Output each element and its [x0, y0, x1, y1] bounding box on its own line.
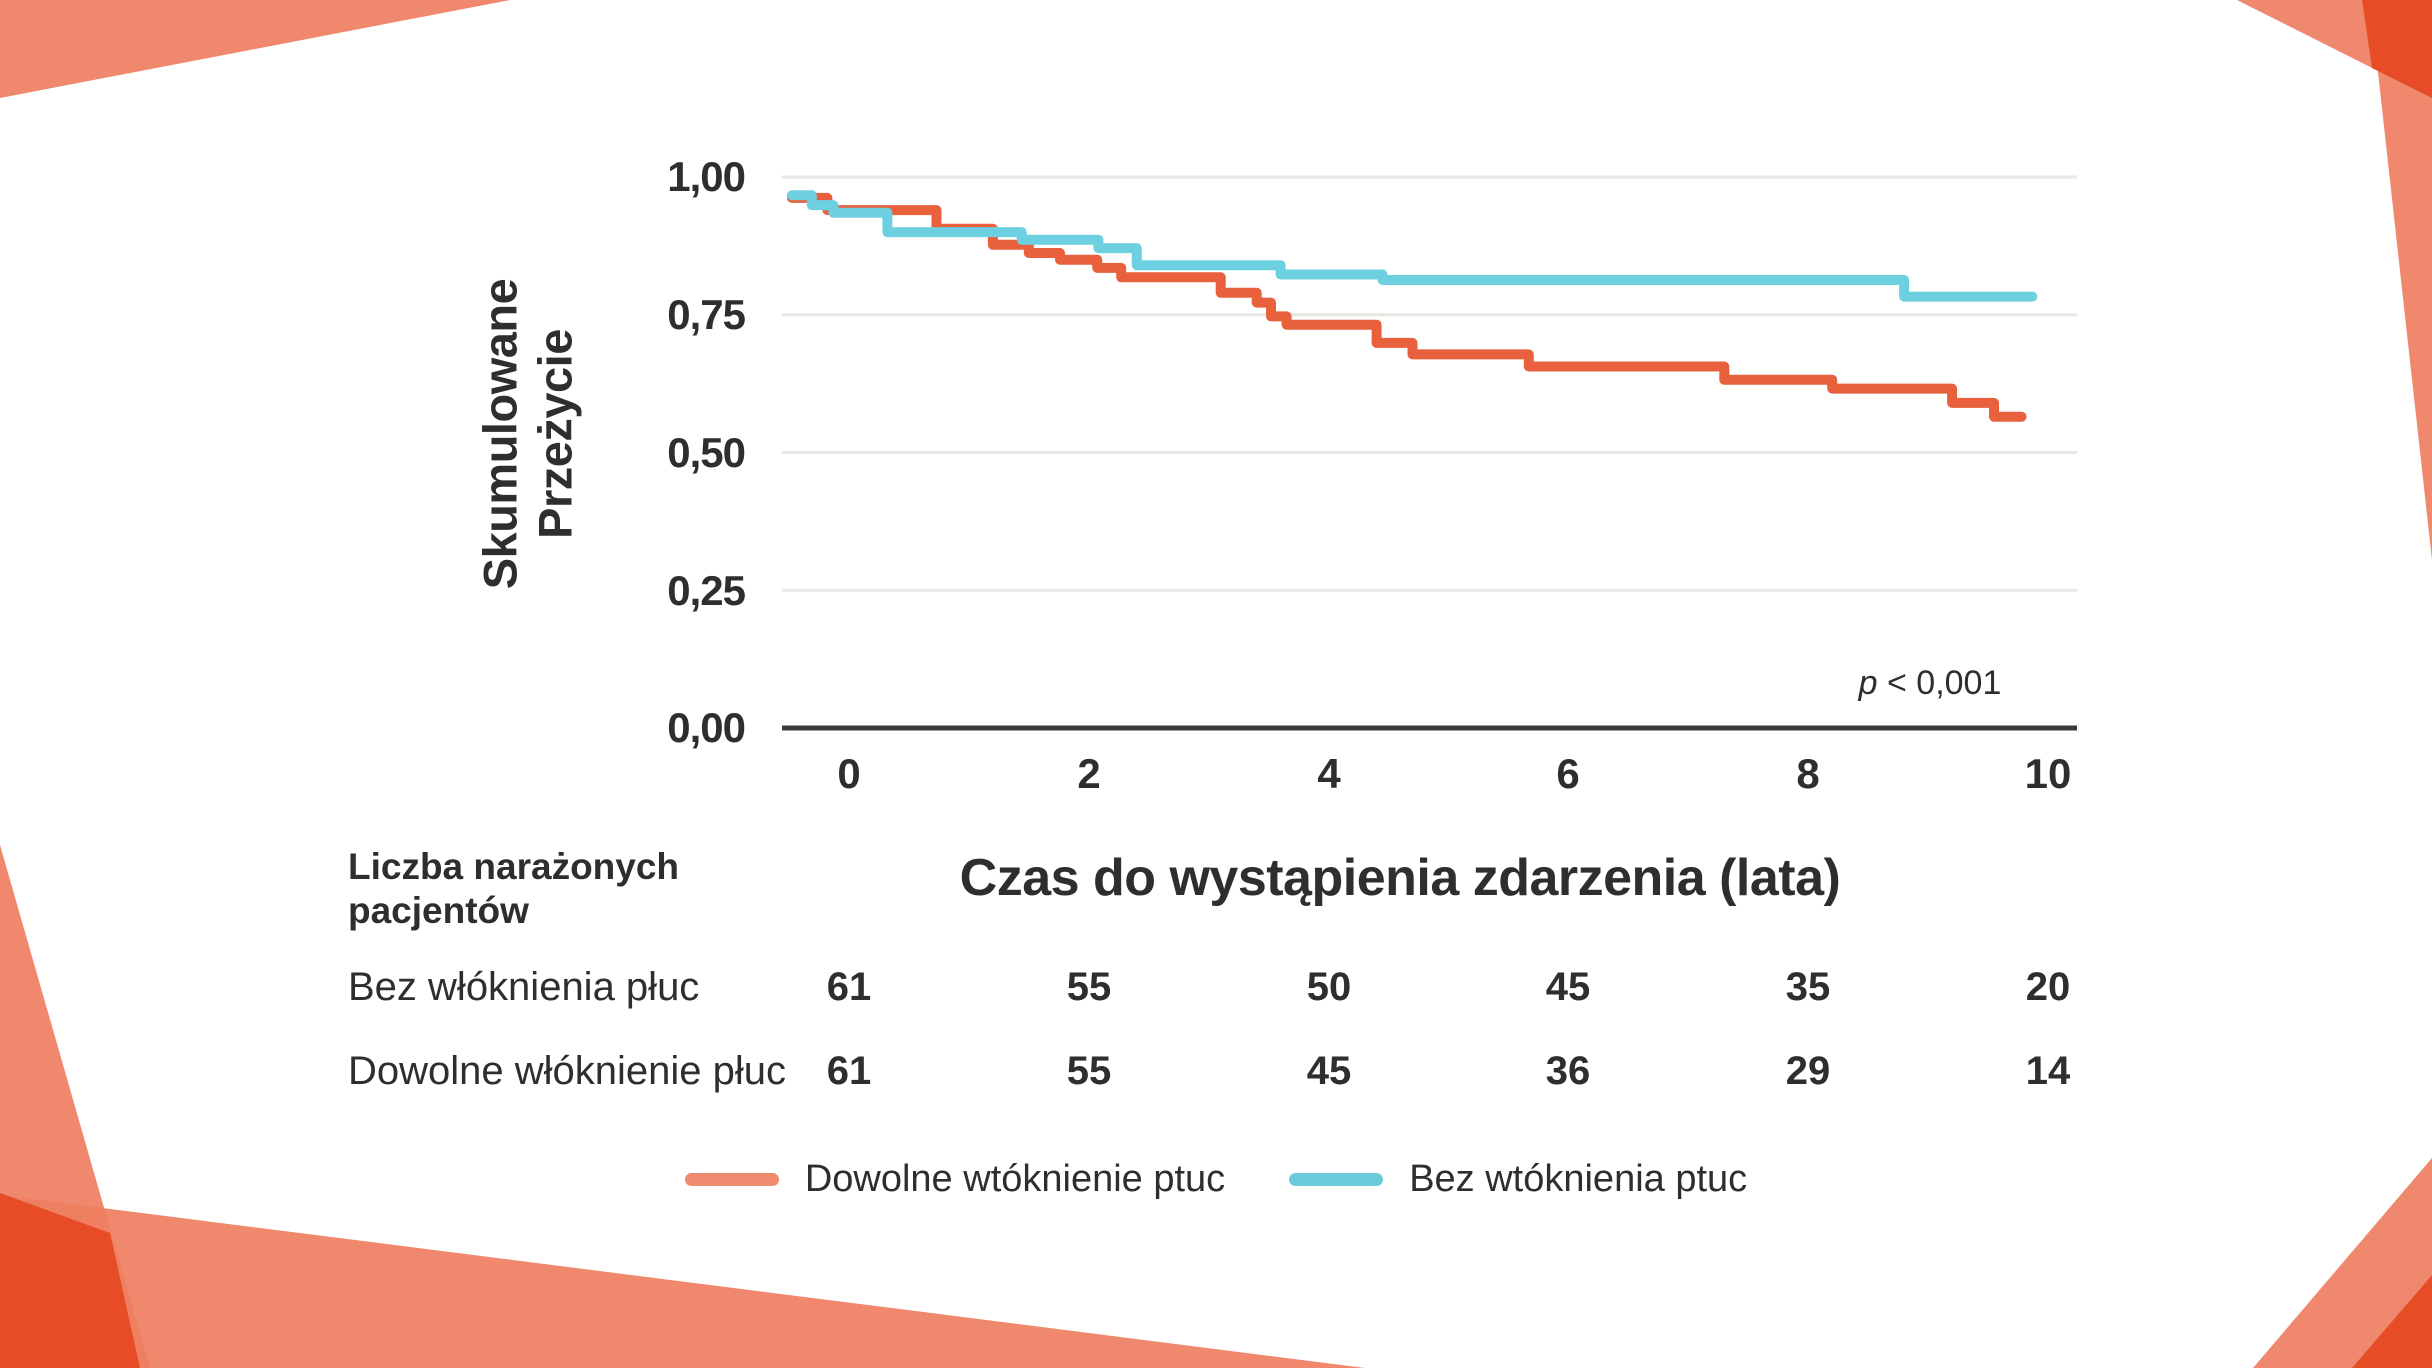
y-tick-0-50: 0,50: [667, 429, 746, 476]
risk-row-label-no-fibrosis: Bez włóknienia płuc: [348, 965, 700, 1009]
x-tick-8: 8: [1796, 750, 1820, 797]
p-value-text: < 0,001: [1886, 664, 2002, 702]
legend-label-any-fibrosis: Dowolne wtóknienie ptuc: [804, 1158, 1226, 1200]
p-value-annotation: p < 0,001: [1770, 664, 2090, 703]
risk-value: 61: [826, 1049, 872, 1093]
survival-curves: [787, 190, 2038, 422]
risk-value: 55: [1066, 1049, 1112, 1093]
legend-line-swatch-orange: [684, 1173, 779, 1186]
x-tick-2: 2: [1077, 750, 1101, 797]
top-right-dark-triangle: [2362, 0, 2432, 98]
risk-value: 20: [2025, 965, 2071, 1009]
risk-table-header-line2: pacjentów: [348, 890, 529, 931]
legend-item-no-fibrosis: Bez wtóknienia ptuc: [1289, 1158, 1747, 1201]
risk-value: 14: [2025, 1049, 2071, 1093]
bottom-right-dark-corner: [2352, 1275, 2432, 1368]
x-tick-4: 4: [1317, 750, 1341, 797]
y-tick-0-00: 0,00: [667, 704, 746, 751]
x-axis-title: Czas do wystąpienia zdarzenia (lata): [959, 849, 1841, 907]
risk-value: 29: [1785, 1049, 1831, 1093]
bottom-right-wedge: [2253, 1158, 2432, 1368]
risk-value: 45: [1545, 965, 1591, 1009]
y-tick-0-75: 0,75: [667, 291, 746, 338]
legend: Dowolne wtóknienie ptuc Bez wtóknienia p…: [0, 1158, 2432, 1201]
top-left-wedge: [0, 0, 510, 98]
legend-item-any-fibrosis: Dowolne wtóknienie ptuc: [684, 1158, 1226, 1201]
risk-table-header: Liczba narażonych pacjentów: [348, 845, 679, 933]
risk-row-label-any-fibrosis: Dowolne włóknienie płuc: [348, 1049, 787, 1093]
p-value-symbol: p: [1858, 664, 1878, 702]
x-tick-10: 10: [2024, 750, 2072, 797]
bottom-left-bottom-band: [0, 1195, 1365, 1368]
legend-label-no-fibrosis: Bez wtóknienia ptuc: [1409, 1158, 1748, 1200]
y-tick-0-25: 0,25: [667, 567, 746, 614]
bottom-left-dark-corner: [0, 1193, 140, 1368]
risk-value: 50: [1306, 965, 1352, 1009]
gridlines: [782, 175, 2077, 592]
risk-table-header-line1: Liczba narażonych: [348, 846, 680, 887]
y-axis-title-line1: Skumulowane: [473, 278, 527, 590]
risk-value: 36: [1545, 1049, 1591, 1093]
risk-value: 61: [826, 965, 872, 1009]
x-tick-0: 0: [837, 750, 861, 797]
risk-value: 45: [1306, 1049, 1352, 1093]
top-right-steep-band: [2370, 0, 2432, 560]
risk-value: 35: [1785, 965, 1831, 1009]
legend-line-swatch-cyan: [1289, 1173, 1384, 1186]
x-tick-6: 6: [1556, 750, 1580, 797]
y-tick-1-00: 1,00: [667, 153, 746, 200]
risk-value: 55: [1066, 965, 1112, 1009]
